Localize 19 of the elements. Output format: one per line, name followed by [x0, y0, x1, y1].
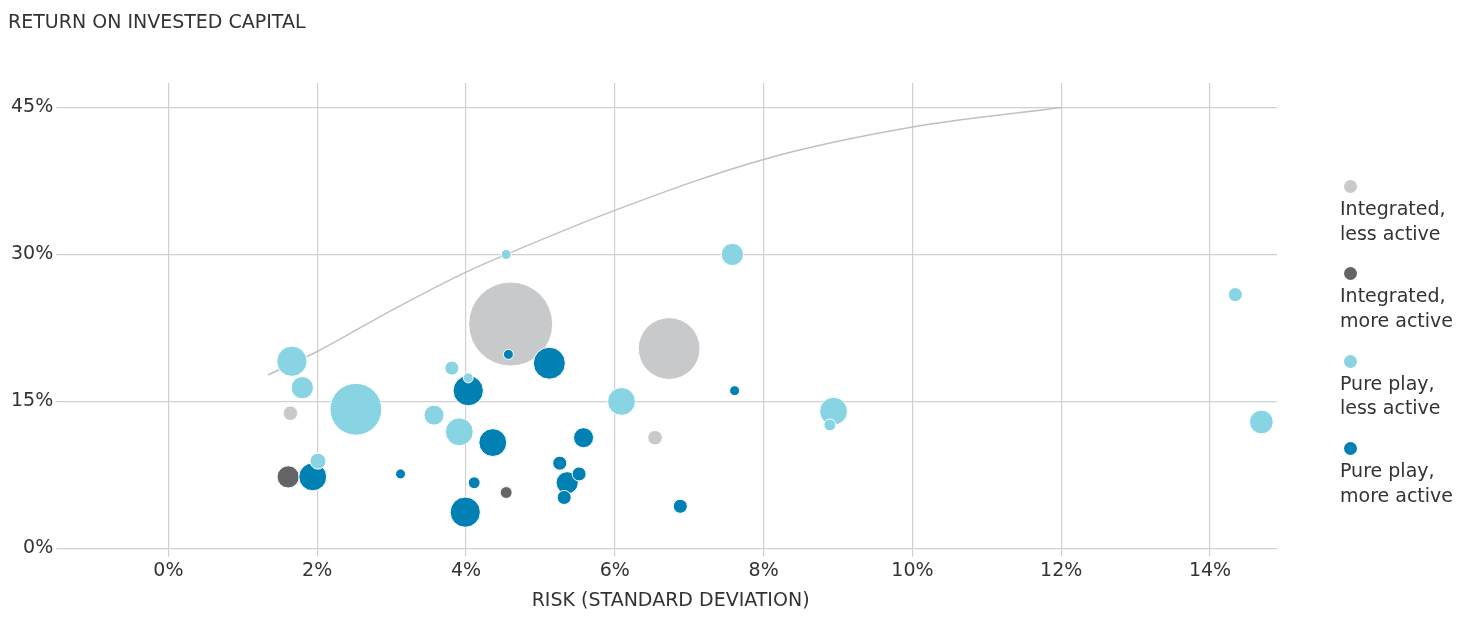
line-series [267, 106, 1062, 376]
x-axis-title: RISK (STANDARD DEVIATION) [531, 587, 810, 610]
legend-label: Pure play, less active [1340, 370, 1442, 421]
x-tick-label: 14% [1188, 557, 1232, 580]
y-axis-title: RETURN ON INVESTED CAPITAL [8, 10, 306, 32]
x-tick-label: 10% [891, 557, 934, 580]
x-tick-label: 12% [1040, 557, 1083, 580]
y-tick-label: 45% [11, 94, 54, 117]
legend-label: Pure play, more active [1340, 458, 1454, 508]
x-tick-label: 0% [153, 557, 184, 580]
x-tick-label: 2% [302, 557, 333, 580]
x-tick-label: 6% [599, 557, 630, 580]
y-tick-label: 0% [23, 535, 54, 558]
x-tick-label: 8% [748, 557, 779, 580]
y-tick-label: 30% [11, 241, 54, 264]
legend-label: Integrated, less active [1340, 196, 1447, 246]
legend-label: Integrated, more active [1340, 283, 1454, 333]
x-tick-label: 4% [450, 557, 482, 580]
y-tick-label: 15% [11, 388, 54, 411]
